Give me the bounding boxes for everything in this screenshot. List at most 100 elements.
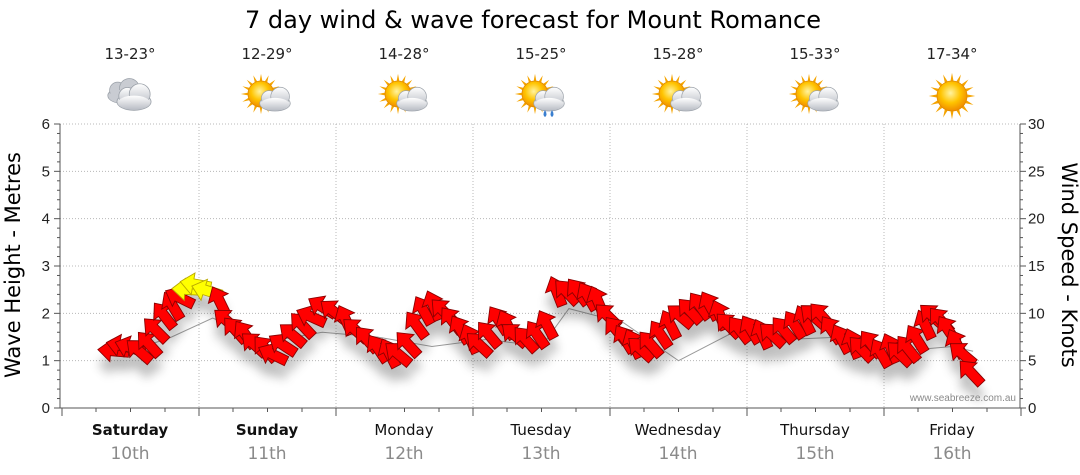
cloud-shape xyxy=(533,86,565,112)
sun-ray xyxy=(790,86,799,91)
right-tick-label: 25 xyxy=(1028,163,1045,180)
day-name: Friday xyxy=(929,421,975,439)
sun-ray xyxy=(950,110,954,120)
right-axis-ticks: 0 5 10 15 20 25 30 xyxy=(1028,116,1045,417)
sun-ray xyxy=(514,92,523,96)
sun-ray xyxy=(675,75,680,84)
sun-ray xyxy=(527,104,532,113)
wind-series xyxy=(97,272,986,402)
cloudy-icon xyxy=(107,78,152,111)
day-temperature: 12-29° xyxy=(241,45,292,63)
sun-ray xyxy=(253,75,258,84)
sun-cloud-rain-icon xyxy=(514,73,565,117)
sun-ray xyxy=(538,75,543,84)
day-name: Sunday xyxy=(236,421,299,439)
right-tick-label: 20 xyxy=(1028,211,1045,228)
sun-ray xyxy=(516,86,525,91)
sun-ray xyxy=(527,75,532,84)
day-labels: Saturday 10th Sunday 11th Monday 12th Tuesday 1… xyxy=(92,421,975,464)
sun-ray xyxy=(801,104,806,113)
left-axis-title: Wave Height - Metres xyxy=(1,152,25,378)
wind-arrow-shadow xyxy=(367,349,391,378)
day-temperature: 15-25° xyxy=(515,45,566,63)
sun-ray xyxy=(807,106,811,115)
wind-arrow xyxy=(279,324,308,350)
sun-icon xyxy=(928,72,976,120)
sun-ray xyxy=(533,106,537,115)
sun-ray xyxy=(930,87,940,93)
sun-ray xyxy=(401,75,406,84)
left-tick-label: 4 xyxy=(42,211,50,228)
rain-drop xyxy=(543,110,547,117)
sun-ray xyxy=(377,92,386,96)
left-tick-label: 0 xyxy=(42,400,50,417)
wind-arrow xyxy=(466,333,495,359)
day-name: Thursday xyxy=(779,421,850,439)
front-cloud xyxy=(116,83,152,111)
sun-ray xyxy=(670,73,674,82)
sun-ray xyxy=(242,97,251,102)
day-date: 12th xyxy=(384,444,423,464)
sun-cloud-icon xyxy=(788,73,839,115)
sun-cloud-icon xyxy=(651,73,702,115)
day-name: Wednesday xyxy=(635,421,722,439)
sun-ray xyxy=(664,75,669,84)
wind-arrow-shadow xyxy=(870,353,893,383)
sun-ray xyxy=(533,73,537,82)
day-name: Monday xyxy=(374,421,433,439)
sun-ray xyxy=(653,97,662,102)
wind-arrow xyxy=(257,342,290,367)
wind-arrow xyxy=(514,327,541,355)
wind-arrow xyxy=(396,332,423,360)
right-tick-label: 30 xyxy=(1028,116,1045,133)
left-tick-label: 2 xyxy=(42,305,50,322)
sun-ray xyxy=(396,73,400,82)
left-axis-ticks: 0 1 2 3 4 5 6 xyxy=(42,116,50,417)
day-date: 13th xyxy=(521,444,560,464)
wind-arrow xyxy=(207,286,232,318)
sun-ray xyxy=(259,106,263,115)
wind-arrow xyxy=(772,317,798,346)
sun-ray xyxy=(966,94,976,98)
sun-ray xyxy=(253,104,258,113)
wind-arrow xyxy=(478,321,503,351)
sun-disc xyxy=(936,80,968,112)
day-date: 11th xyxy=(247,444,286,464)
day-name: Tuesday xyxy=(509,421,571,439)
weather-icons xyxy=(107,72,976,120)
wind-arrow xyxy=(385,343,414,369)
wind-arrow xyxy=(126,340,155,366)
sun-ray xyxy=(379,97,388,102)
right-tick-label: 15 xyxy=(1028,258,1045,275)
wind-arrow xyxy=(268,333,299,358)
sun-shape xyxy=(928,72,976,120)
sun-ray xyxy=(930,99,940,105)
day-temperature: 15-28° xyxy=(652,45,703,63)
sun-ray xyxy=(396,106,400,115)
cloud-shape xyxy=(807,86,839,112)
cloud-shape xyxy=(259,86,291,112)
sun-ray xyxy=(955,74,961,84)
wind-arrow-shadow xyxy=(258,357,289,380)
sun-ray xyxy=(390,75,395,84)
sun-ray xyxy=(651,92,660,96)
rain-drop xyxy=(550,110,554,117)
sun-ray xyxy=(390,104,395,113)
day-temperature: 17-34° xyxy=(926,45,977,63)
day-temperature: 13-23° xyxy=(104,45,155,63)
sun-ray xyxy=(653,86,662,91)
wind-arrow xyxy=(949,343,978,369)
sun-ray xyxy=(516,97,525,102)
cloud-fill xyxy=(671,97,701,111)
day-date: 15th xyxy=(795,444,834,464)
axes xyxy=(54,123,1026,416)
sun-ray xyxy=(955,108,961,118)
sun-ray xyxy=(964,99,974,105)
sun-ray xyxy=(943,108,949,118)
wind-arrow xyxy=(143,318,171,345)
sun-ray xyxy=(943,74,949,84)
day-temperature: 14-28° xyxy=(378,45,429,63)
sun-ray xyxy=(964,87,974,93)
sun-ray xyxy=(670,106,674,115)
